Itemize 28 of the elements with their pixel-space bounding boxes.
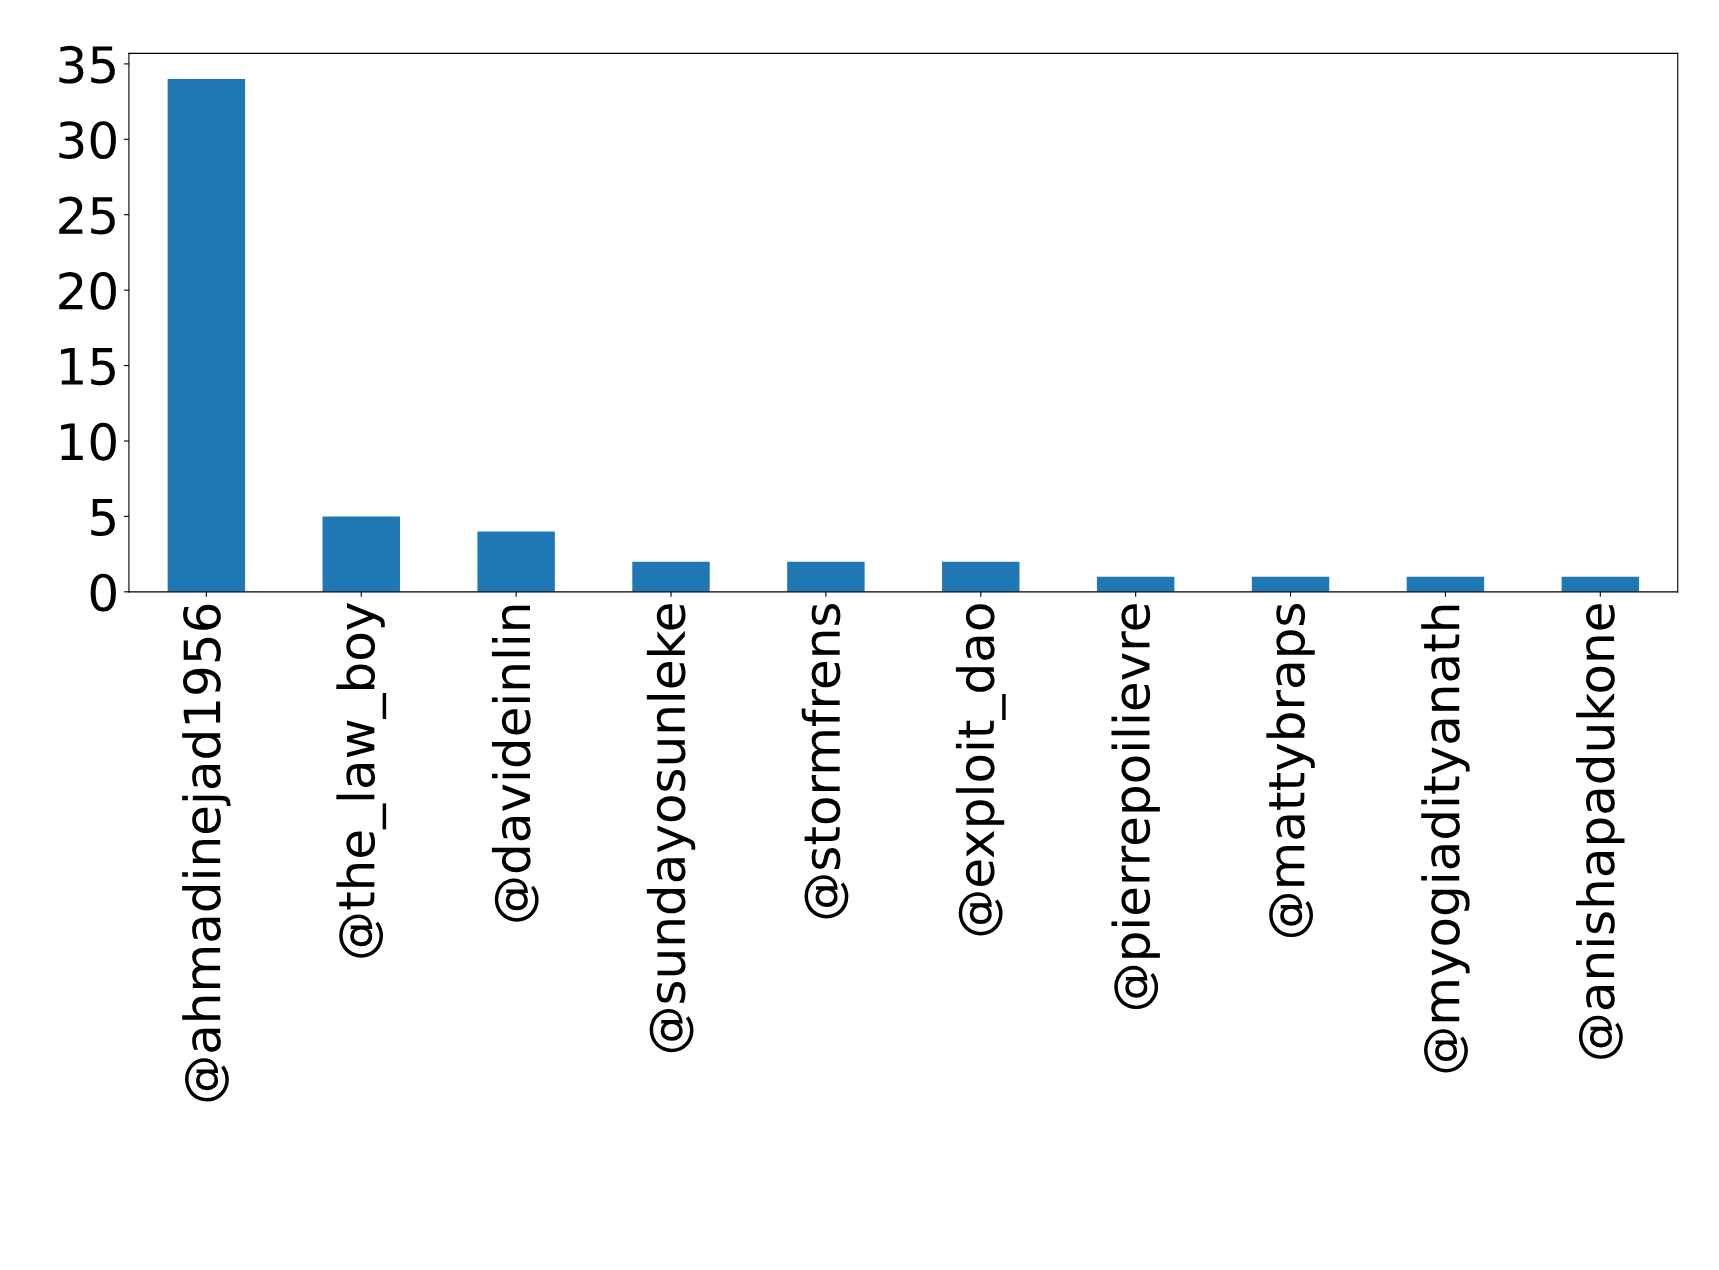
x-tick-label: @mattybraps bbox=[1266, 603, 1315, 938]
bar bbox=[1251, 576, 1330, 592]
y-tick-label: 10 bbox=[61, 422, 116, 461]
x-tick-label: @anishapadukone bbox=[1576, 604, 1625, 1059]
y-tick-label: 20 bbox=[59, 272, 116, 310]
x-tick-label: @pierrepoilievre bbox=[1111, 604, 1160, 1010]
bar bbox=[787, 561, 865, 592]
bar bbox=[322, 516, 400, 592]
y-tick-label: 25 bbox=[59, 196, 115, 235]
x-tick-label: @the_law_boy bbox=[336, 603, 387, 958]
x-tick-label: @myogiadityanath bbox=[1421, 605, 1470, 1073]
x-tick-label: @davideinlin bbox=[491, 605, 539, 922]
y-tick-label: 15 bbox=[61, 348, 115, 386]
y-tick-label: 30 bbox=[59, 121, 116, 160]
bar bbox=[942, 561, 1020, 592]
x-tick-label: @stormfrens bbox=[801, 603, 849, 919]
x-tick-label: @ahmadinejad1956 bbox=[182, 604, 231, 1102]
bar bbox=[1406, 576, 1485, 592]
x-tick-label: @sundayosunleke bbox=[646, 604, 696, 1053]
x-tick-label: @exploit_dao bbox=[955, 604, 1006, 936]
bar bbox=[1561, 576, 1640, 592]
bar bbox=[632, 561, 710, 592]
bar bbox=[477, 531, 555, 592]
bar bbox=[167, 78, 246, 592]
bar bbox=[1096, 576, 1175, 592]
y-tick-label: 0 bbox=[90, 573, 116, 612]
y-tick-label: 35 bbox=[59, 45, 115, 84]
y-tick-label: 5 bbox=[91, 498, 115, 537]
